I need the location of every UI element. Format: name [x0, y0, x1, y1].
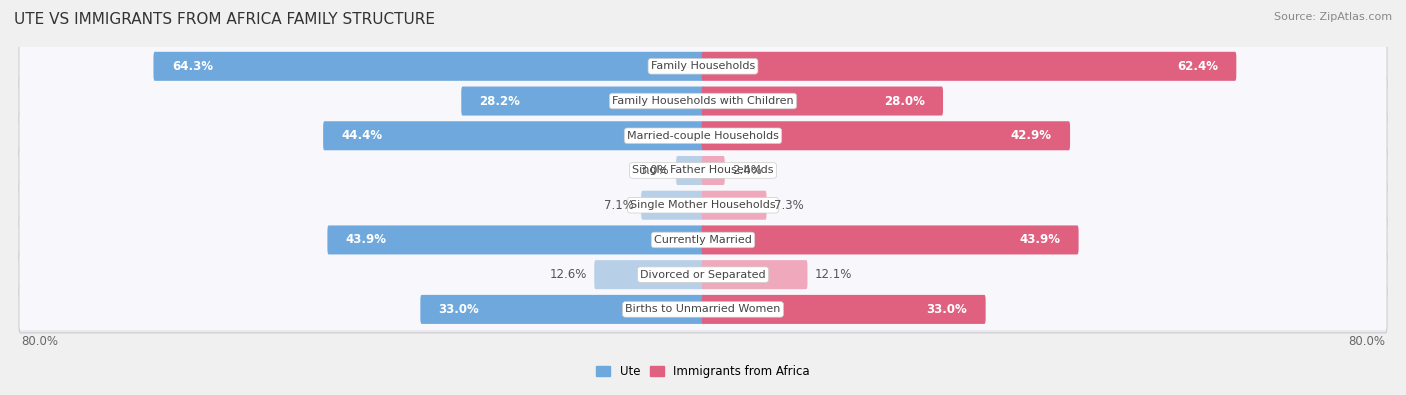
FancyBboxPatch shape	[20, 184, 1386, 226]
Text: 80.0%: 80.0%	[21, 335, 58, 348]
FancyBboxPatch shape	[20, 182, 1386, 229]
Text: 28.2%: 28.2%	[479, 94, 520, 107]
FancyBboxPatch shape	[153, 52, 704, 81]
Text: Married-couple Households: Married-couple Households	[627, 131, 779, 141]
FancyBboxPatch shape	[20, 219, 1386, 261]
FancyBboxPatch shape	[20, 43, 1386, 90]
Text: 2.4%: 2.4%	[733, 164, 762, 177]
FancyBboxPatch shape	[20, 112, 1386, 159]
FancyBboxPatch shape	[20, 150, 1386, 191]
FancyBboxPatch shape	[20, 251, 1386, 298]
Text: UTE VS IMMIGRANTS FROM AFRICA FAMILY STRUCTURE: UTE VS IMMIGRANTS FROM AFRICA FAMILY STR…	[14, 12, 434, 27]
FancyBboxPatch shape	[595, 260, 704, 289]
Text: 43.9%: 43.9%	[1019, 233, 1060, 246]
FancyBboxPatch shape	[20, 254, 1386, 295]
FancyBboxPatch shape	[641, 191, 704, 220]
Text: Divorced or Separated: Divorced or Separated	[640, 270, 766, 280]
FancyBboxPatch shape	[20, 115, 1386, 156]
FancyBboxPatch shape	[702, 52, 1236, 81]
Text: 64.3%: 64.3%	[172, 60, 212, 73]
FancyBboxPatch shape	[20, 286, 1386, 333]
FancyBboxPatch shape	[702, 226, 1078, 254]
Text: 80.0%: 80.0%	[1348, 335, 1385, 348]
Text: Source: ZipAtlas.com: Source: ZipAtlas.com	[1274, 12, 1392, 22]
Text: 42.9%: 42.9%	[1011, 129, 1052, 142]
Text: Births to Unmarried Women: Births to Unmarried Women	[626, 305, 780, 314]
FancyBboxPatch shape	[20, 147, 1386, 194]
Legend: Ute, Immigrants from Africa: Ute, Immigrants from Africa	[596, 365, 810, 378]
Text: 44.4%: 44.4%	[342, 129, 382, 142]
Text: 3.0%: 3.0%	[640, 164, 669, 177]
Text: Currently Married: Currently Married	[654, 235, 752, 245]
Text: Single Father Households: Single Father Households	[633, 166, 773, 175]
FancyBboxPatch shape	[20, 45, 1386, 87]
FancyBboxPatch shape	[20, 80, 1386, 122]
FancyBboxPatch shape	[20, 77, 1386, 124]
Text: 12.1%: 12.1%	[814, 268, 852, 281]
FancyBboxPatch shape	[702, 191, 766, 220]
Text: 43.9%: 43.9%	[346, 233, 387, 246]
Text: 62.4%: 62.4%	[1177, 60, 1218, 73]
FancyBboxPatch shape	[323, 121, 704, 150]
Text: Single Mother Households: Single Mother Households	[630, 200, 776, 210]
FancyBboxPatch shape	[702, 260, 807, 289]
FancyBboxPatch shape	[702, 156, 724, 185]
FancyBboxPatch shape	[20, 216, 1386, 263]
Text: 12.6%: 12.6%	[550, 268, 588, 281]
FancyBboxPatch shape	[676, 156, 704, 185]
FancyBboxPatch shape	[461, 87, 704, 116]
FancyBboxPatch shape	[702, 295, 986, 324]
FancyBboxPatch shape	[328, 226, 704, 254]
Text: 7.3%: 7.3%	[773, 199, 803, 212]
Text: Family Households with Children: Family Households with Children	[612, 96, 794, 106]
FancyBboxPatch shape	[420, 295, 704, 324]
FancyBboxPatch shape	[702, 121, 1070, 150]
FancyBboxPatch shape	[702, 87, 943, 116]
Text: Family Households: Family Households	[651, 61, 755, 71]
FancyBboxPatch shape	[20, 289, 1386, 330]
Text: 33.0%: 33.0%	[439, 303, 479, 316]
Text: 7.1%: 7.1%	[605, 199, 634, 212]
Text: 28.0%: 28.0%	[884, 94, 925, 107]
Text: 33.0%: 33.0%	[927, 303, 967, 316]
